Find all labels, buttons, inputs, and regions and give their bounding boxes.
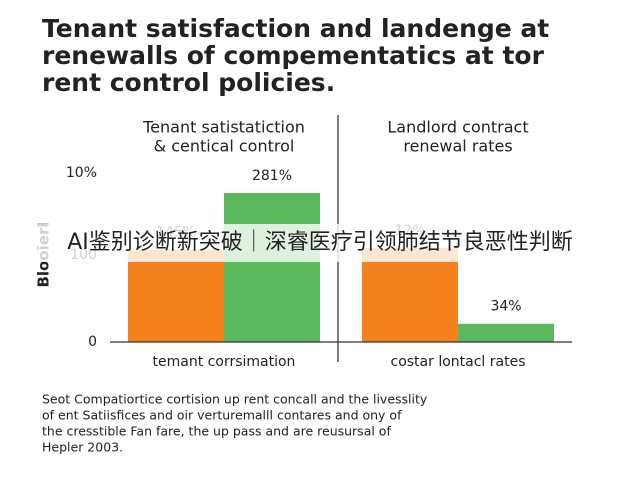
banner-text: AI鉴别诊断新突破｜深睿医疗引领肺结节良恶性判断 — [67, 230, 573, 255]
panel-title: Tenant satistatiction — [142, 118, 305, 137]
y-tick-label: 0 — [88, 334, 97, 350]
y-tick-label: 10% — [66, 165, 97, 181]
bar — [224, 193, 320, 342]
x-tick-label: temant corrsimation — [153, 354, 296, 370]
bar — [362, 247, 458, 342]
x-tick-label: costar lontacl rates — [391, 354, 526, 370]
footnote: Hepler 2003. — [42, 440, 123, 455]
panel-title: Landlord contract — [387, 118, 528, 137]
chart-title: rent control policies. — [42, 68, 335, 97]
panel-title: & centical control — [154, 137, 295, 156]
bar — [458, 323, 554, 342]
bar-label: 34% — [490, 299, 521, 315]
chart-title: Tenant satisfaction and landenge at — [42, 14, 549, 43]
banner-bg — [0, 224, 640, 262]
panel-title: renewal rates — [403, 137, 512, 156]
footnote: of ent Satiisfices and oir verturemalll … — [42, 408, 402, 423]
footnote: Seot Compatiortice cortision up rent con… — [42, 392, 428, 407]
bar-label: 281% — [252, 168, 292, 184]
chart-title: renewalls of compementatics at tor — [42, 41, 545, 70]
bar — [128, 249, 224, 342]
footnote: the cresstible Fan fare, the up pass and… — [42, 424, 391, 439]
